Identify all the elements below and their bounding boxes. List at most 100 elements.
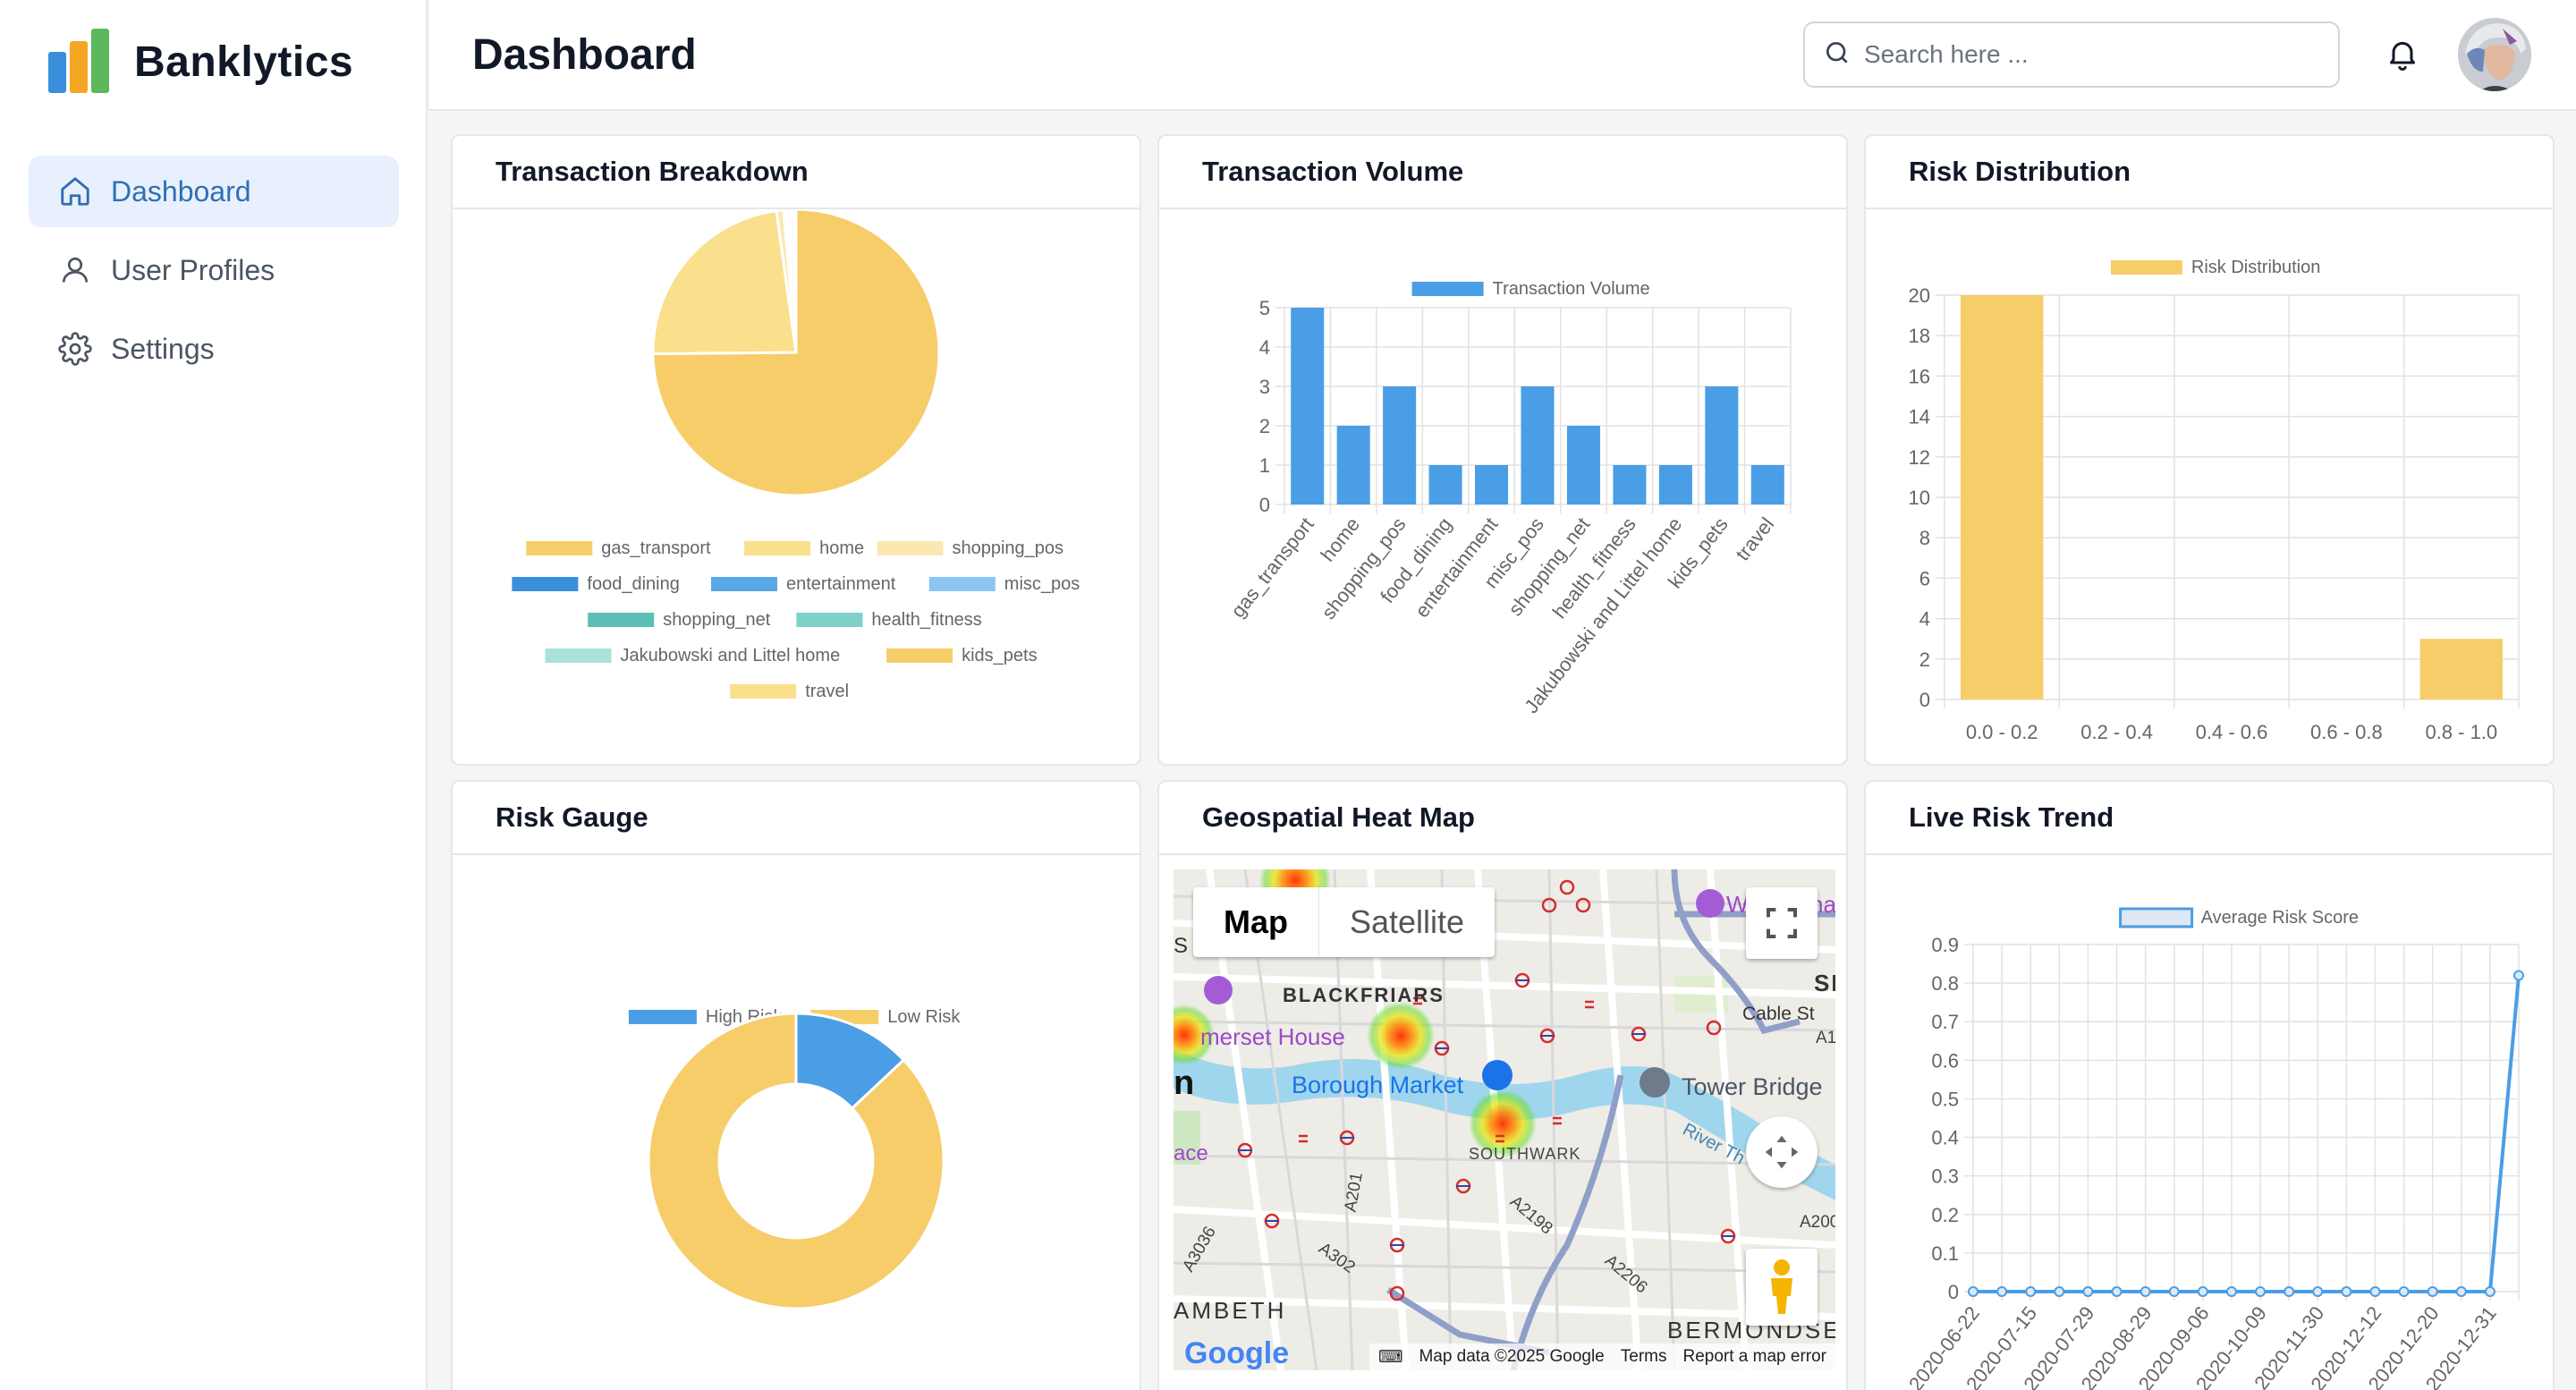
- card-risk-distribution: Risk Distribution 0 2 4 6 8 10 12 14 16 18 20 0.0 -…: [1864, 134, 2555, 766]
- map-label-si: SI: [1814, 970, 1835, 996]
- data-point: [1968, 1286, 1979, 1297]
- map-label-lambeth: AMBETH: [1174, 1297, 1287, 1324]
- y-tick-label: 4: [1259, 336, 1270, 359]
- data-point: [2312, 1286, 2324, 1297]
- legend-label-shopping-pos: shopping_pos: [953, 538, 1064, 558]
- legend-swatch-transaction-volume: [1411, 282, 1484, 296]
- legend-swatch-misc-pos: [928, 577, 996, 591]
- card-transaction-breakdown: Transaction Breakdown gas_transport home s…: [451, 134, 1141, 766]
- series-line-average-risk-score: [1973, 975, 2521, 1293]
- y-tick-label: 5: [1259, 297, 1270, 319]
- y-tick-label: 6: [1919, 567, 1930, 589]
- data-point: [2398, 1286, 2410, 1297]
- notification-bell-icon[interactable]: [2385, 36, 2420, 72]
- app-logo[interactable]: Banklytics: [47, 29, 353, 95]
- risk-gauge-donut-chart: High Risk Low Risk: [628, 1007, 961, 1310]
- bar-misc-pos: [1521, 386, 1555, 504]
- bar-food-dining: [1428, 465, 1462, 504]
- google-logo: Google: [1184, 1336, 1290, 1370]
- user-avatar[interactable]: [2458, 18, 2531, 91]
- card-title: Risk Gauge: [496, 801, 648, 833]
- search-box[interactable]: [1803, 21, 2340, 88]
- y-tick-label: 0.3: [1931, 1165, 1959, 1188]
- x-tick-label-gas-transport: gas_transport: [1226, 513, 1318, 622]
- bar-0-0-0-2: [1960, 295, 2044, 699]
- legend-swatch-entertainment: [711, 577, 777, 591]
- legend-swatch-travel: [730, 684, 797, 699]
- map-label-tower-bridge[interactable]: Tower Bridge: [1682, 1073, 1823, 1100]
- sidebar-item-label: User Profiles: [111, 253, 275, 286]
- y-tick-label: 0.7: [1931, 1011, 1959, 1033]
- report-map-error-link[interactable]: Report a map error: [1682, 1347, 1826, 1366]
- street-view-pegman-icon[interactable]: [1746, 1249, 1818, 1326]
- legend-swatch-average-risk-score: [2119, 907, 2194, 928]
- y-tick-label: 3: [1259, 376, 1270, 398]
- card-title: Risk Distribution: [1909, 156, 2131, 187]
- bar-gas-transport: [1291, 308, 1325, 504]
- y-tick-label: 10: [1909, 487, 1930, 509]
- map-label-cable-st: Cable St: [1742, 1004, 1815, 1024]
- live-risk-trend-line-chart: 00.10.20.30.40.50.60.70.80.92020-06-2220…: [1904, 907, 2524, 1390]
- data-point: [2455, 1286, 2467, 1297]
- card-title: Transaction Volume: [1202, 156, 1464, 187]
- data-point: [2168, 1286, 2180, 1297]
- heat-map[interactable]: BLACKFRIARS merset House Borough Market …: [1174, 869, 1835, 1370]
- data-point: [2255, 1286, 2267, 1297]
- bar-entertainment: [1475, 465, 1509, 504]
- data-point: [2111, 1286, 2123, 1297]
- bar-travel: [1750, 465, 1784, 504]
- legend-swatch-shopping-net: [588, 613, 655, 627]
- home-icon: [57, 174, 93, 209]
- risk-distribution-bar-chart: 0 2 4 6 8 10 12 14 16 18 20 0.0 - 0.2 0.2 - 0.4 0.4 -…: [1909, 258, 2520, 743]
- map-type-toggle: Map Satellite: [1193, 887, 1496, 957]
- legend-label-misc-pos: misc_pos: [1004, 574, 1080, 594]
- map-label-blackfriars: BLACKFRIARS: [1283, 984, 1445, 1006]
- map-terms-link[interactable]: Terms: [1620, 1347, 1667, 1366]
- y-tick-label: 4: [1919, 608, 1930, 631]
- legend-swatch-shopping-pos: [877, 541, 944, 555]
- data-point: [2427, 1286, 2438, 1297]
- map-label-borough-market[interactable]: Borough Market: [1292, 1072, 1464, 1098]
- map-pan-control-icon[interactable]: [1746, 1116, 1818, 1188]
- sidebar-item-user-profiles[interactable]: User Profiles: [29, 234, 399, 306]
- bar-shopping-pos: [1383, 386, 1417, 504]
- y-tick-label: 12: [1909, 446, 1930, 469]
- data-point: [1996, 1286, 2008, 1297]
- legend-swatch-food-dining: [512, 577, 579, 591]
- keyboard-shortcuts-icon[interactable]: ⌨: [1378, 1347, 1403, 1367]
- map-type-map-button[interactable]: Map: [1193, 887, 1319, 957]
- sidebar-item-label: Dashboard: [111, 174, 251, 208]
- bar-shopping-net: [1566, 426, 1600, 504]
- map-label-ace: ace: [1174, 1141, 1208, 1165]
- fullscreen-icon[interactable]: [1746, 887, 1818, 959]
- sidebar-item-settings[interactable]: Settings: [29, 313, 399, 385]
- data-point: [2484, 1286, 2496, 1297]
- legend-label-kids-pets: kids_pets: [962, 646, 1038, 665]
- sidebar-item-dashboard[interactable]: Dashboard: [29, 156, 399, 227]
- map-label-somerset-house[interactable]: merset House: [1200, 1023, 1345, 1050]
- y-tick-label: 0.1: [1931, 1242, 1959, 1265]
- y-tick-label: 20: [1909, 284, 1930, 307]
- x-tick-label-0-4-0-6: 0.4 - 0.6: [2196, 721, 2268, 743]
- map-attribution: ⌨ Map data ©2025 Google Terms Report a m…: [1369, 1343, 1835, 1370]
- top-header: Dashboard: [429, 0, 2576, 111]
- legend-label-travel: travel: [805, 682, 849, 701]
- legend-label-health-fitness: health_fitness: [871, 610, 981, 630]
- search-input[interactable]: [1864, 40, 2293, 69]
- y-tick-label: 0.4: [1931, 1127, 1959, 1149]
- pie-slice-low-risk: [647, 1012, 945, 1310]
- bar-home: [1336, 426, 1370, 504]
- legend-swatch-kids-pets: [886, 648, 953, 663]
- y-tick-label: 0.5: [1931, 1088, 1959, 1110]
- legend-label-home: home: [819, 538, 864, 558]
- bar-0-8-1-0: [2419, 639, 2504, 699]
- map-label-w: W: [1726, 891, 1749, 918]
- y-tick-label: 14: [1909, 406, 1930, 428]
- y-tick-label: 18: [1909, 325, 1930, 347]
- card-geospatial-heat-map: Geospatial Heat Map: [1157, 780, 1848, 1390]
- legend-label-jakubowski-and-littel-home: Jakubowski and Littel home: [621, 646, 841, 665]
- page-title: Dashboard: [472, 31, 697, 79]
- data-point: [2225, 1286, 2237, 1297]
- map-type-satellite-button[interactable]: Satellite: [1350, 903, 1465, 940]
- legend-label-risk-distribution: Risk Distribution: [2191, 258, 2320, 277]
